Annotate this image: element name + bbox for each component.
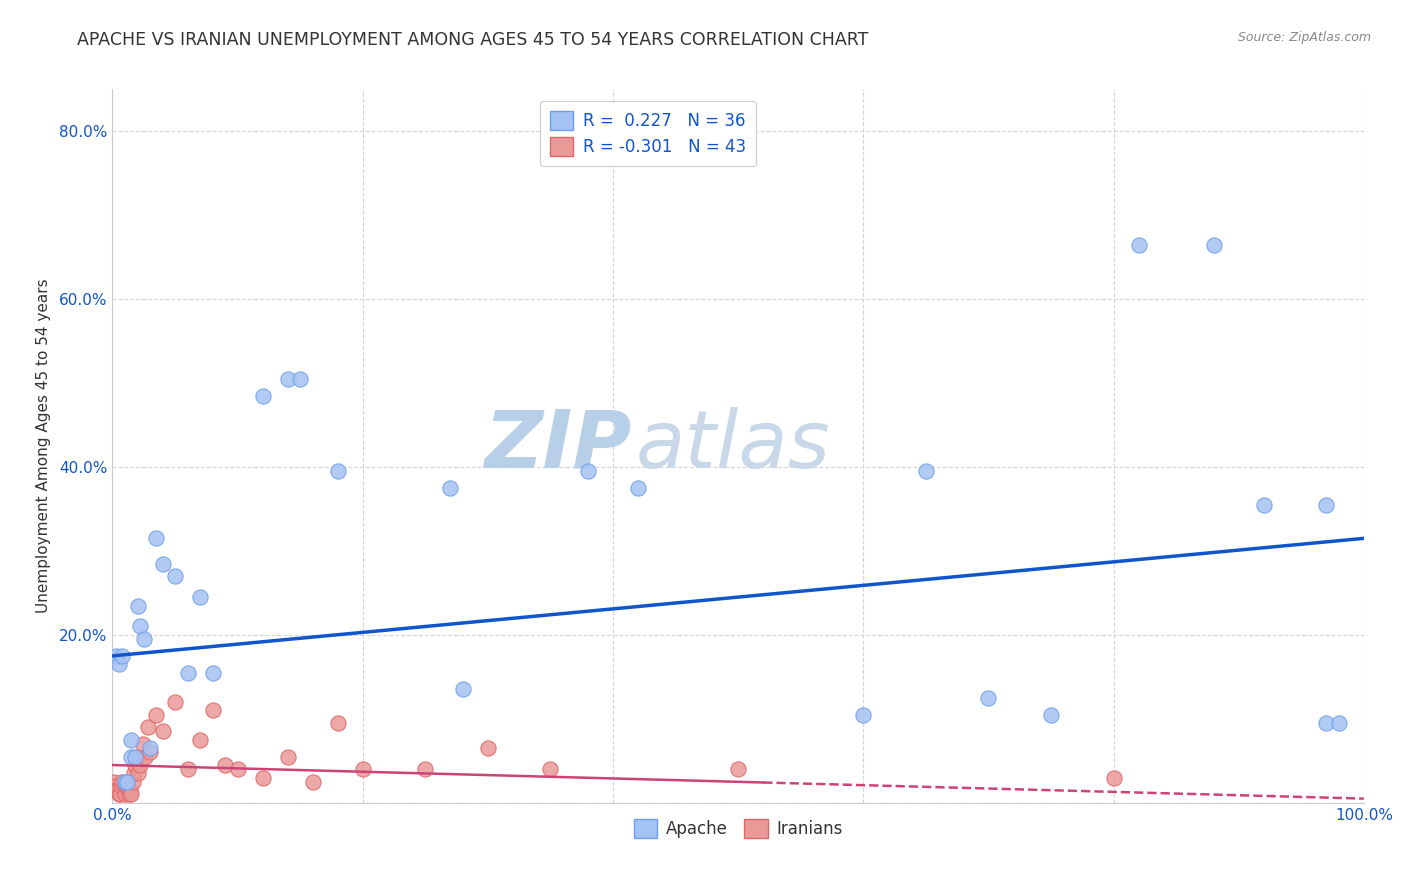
Point <box>111 774 134 789</box>
Point <box>118 783 141 797</box>
Point <box>145 707 167 722</box>
Point <box>226 762 249 776</box>
Point <box>176 762 198 776</box>
Point <box>124 749 146 764</box>
Point <box>139 741 162 756</box>
Point <box>727 762 749 776</box>
Point <box>439 481 461 495</box>
Point <box>326 716 349 731</box>
Point <box>124 758 146 772</box>
Point <box>120 749 142 764</box>
Text: ZIP: ZIP <box>485 407 631 485</box>
Point <box>129 758 152 772</box>
Point <box>413 762 436 776</box>
Point <box>1102 771 1125 785</box>
Point <box>125 749 148 764</box>
Point <box>127 766 149 780</box>
Point <box>214 758 236 772</box>
Point <box>477 741 499 756</box>
Point <box>111 648 134 663</box>
Point <box>1039 707 1063 722</box>
Point <box>117 774 139 789</box>
Point <box>576 464 599 478</box>
Point <box>252 389 274 403</box>
Point <box>127 599 149 613</box>
Point <box>122 766 145 780</box>
Point <box>627 481 650 495</box>
Point <box>1315 498 1337 512</box>
Point <box>107 783 129 797</box>
Point <box>252 771 274 785</box>
Point <box>145 532 167 546</box>
Point <box>290 372 312 386</box>
Point <box>110 779 132 793</box>
Point <box>136 720 159 734</box>
Point <box>114 774 136 789</box>
Point <box>1327 716 1350 731</box>
Point <box>1202 237 1225 252</box>
Point <box>107 657 129 672</box>
Y-axis label: Unemployment Among Ages 45 to 54 years: Unemployment Among Ages 45 to 54 years <box>35 278 51 614</box>
Text: Source: ZipAtlas.com: Source: ZipAtlas.com <box>1237 31 1371 45</box>
Legend: Apache, Iranians: Apache, Iranians <box>627 812 849 845</box>
Point <box>352 762 374 776</box>
Point <box>1315 716 1337 731</box>
Point <box>129 619 152 633</box>
Point <box>201 665 224 680</box>
Point <box>139 746 162 760</box>
Point <box>105 648 128 663</box>
Point <box>1253 498 1275 512</box>
Point <box>977 690 1000 705</box>
Point <box>326 464 349 478</box>
Point <box>1128 237 1150 252</box>
Point <box>188 732 211 747</box>
Text: atlas: atlas <box>636 407 831 485</box>
Point <box>117 779 139 793</box>
Point <box>105 783 128 797</box>
Point <box>163 569 186 583</box>
Point <box>152 724 174 739</box>
Point <box>301 774 323 789</box>
Point <box>277 749 299 764</box>
Point <box>112 779 135 793</box>
Point <box>188 590 211 604</box>
Point <box>152 557 174 571</box>
Point <box>915 464 938 478</box>
Point <box>114 788 136 802</box>
Point <box>201 703 224 717</box>
Point <box>118 788 141 802</box>
Point <box>107 788 129 802</box>
Text: APACHE VS IRANIAN UNEMPLOYMENT AMONG AGES 45 TO 54 YEARS CORRELATION CHART: APACHE VS IRANIAN UNEMPLOYMENT AMONG AGE… <box>77 31 869 49</box>
Point <box>134 749 156 764</box>
Point <box>451 682 474 697</box>
Point <box>103 774 125 789</box>
Point <box>104 779 127 793</box>
Point <box>176 665 198 680</box>
Point <box>121 774 143 789</box>
Point <box>163 695 186 709</box>
Point <box>120 732 142 747</box>
Point <box>120 788 142 802</box>
Point <box>131 737 153 751</box>
Point <box>108 788 131 802</box>
Point <box>277 372 299 386</box>
Point <box>852 707 875 722</box>
Point <box>115 779 138 793</box>
Point <box>132 632 155 646</box>
Point <box>538 762 561 776</box>
